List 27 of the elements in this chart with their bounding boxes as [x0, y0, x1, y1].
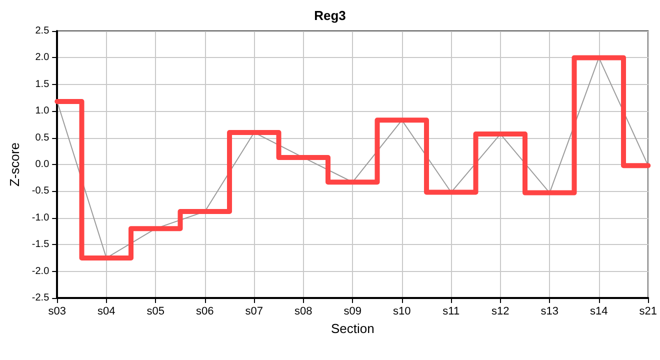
- x-tick-label: s04: [98, 306, 116, 318]
- x-tick-label: s13: [540, 306, 559, 318]
- y-tick-label: 1.0: [35, 106, 50, 117]
- x-tick-label: s05: [146, 306, 165, 318]
- x-axis-title: Section: [330, 320, 374, 336]
- y-tick-label: 1.5: [35, 78, 50, 90]
- chart-title: Reg3: [314, 8, 346, 23]
- x-tick-label: s08: [294, 306, 312, 318]
- y-tick-label: -1.5: [32, 239, 50, 250]
- y-tick-label: -1.0: [32, 212, 50, 224]
- x-tick-label: s10: [393, 306, 411, 318]
- x-tick-label: s07: [245, 306, 264, 318]
- y-tick-label: -0.5: [32, 186, 50, 197]
- x-tick-label: s09: [344, 306, 362, 318]
- x-tick-label: s12: [492, 306, 510, 318]
- x-tick-label: s14: [590, 306, 608, 318]
- y-tick-label: 0.0: [35, 159, 50, 170]
- x-tick-label: s11: [442, 306, 460, 318]
- x-tick-label: s21: [639, 306, 658, 318]
- y-tick-label: 2.5: [35, 26, 50, 36]
- x-tick-label: s06: [196, 306, 214, 318]
- y-tick-label: 2.0: [35, 52, 50, 64]
- y-tick-label: -2.5: [32, 292, 50, 304]
- y-axis-title: Z-score: [7, 142, 22, 187]
- y-tick-label: -2.0: [32, 266, 50, 277]
- y-tick-label: 0.5: [35, 132, 50, 144]
- x-tick-label: s03: [48, 306, 66, 318]
